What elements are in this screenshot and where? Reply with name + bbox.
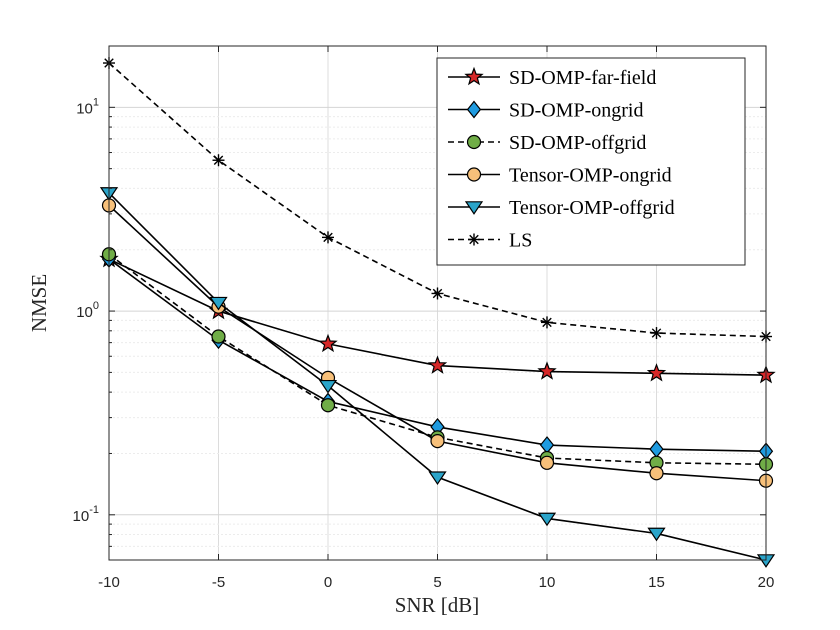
circle-marker	[430, 434, 445, 449]
asterisk-stroke	[542, 317, 552, 328]
asterisk-marker	[212, 154, 225, 167]
triangle-marker	[428, 471, 447, 486]
legend-label: SD-OMP-ongrid	[509, 100, 643, 122]
series-layer	[99, 57, 776, 568]
star-marker	[318, 333, 338, 353]
x-tick-label: 15	[648, 574, 665, 591]
star-marker	[646, 363, 667, 382]
x-tick-label: -5	[212, 574, 225, 591]
diamond-marker	[466, 100, 482, 119]
star-marker	[537, 361, 557, 380]
diamond-marker	[649, 440, 664, 459]
star-marker	[427, 355, 448, 374]
asterisk-marker	[322, 231, 334, 244]
series-ls	[103, 57, 772, 343]
triangle-marker	[209, 296, 228, 311]
legend-label: Tensor-OMP-offgrid	[509, 197, 675, 219]
circle-marker	[320, 398, 336, 413]
triangle-marker	[318, 379, 338, 394]
legend-label: Tensor-OMP-ongrid	[509, 165, 672, 187]
x-tick-label: -10	[98, 574, 120, 591]
circle-marker	[539, 455, 555, 470]
x-tick-label: 0	[324, 574, 332, 591]
triangle-marker	[537, 512, 557, 527]
legend-entry: SD-OMP-offgrid	[448, 132, 646, 154]
legend-entry: SD-OMP-far-field	[448, 66, 656, 89]
triangle-marker	[464, 201, 484, 215]
star-marker	[464, 66, 484, 86]
legend-entry: SD-OMP-ongrid	[448, 100, 643, 122]
asterisk-stroke	[432, 288, 443, 299]
y-tick-label: 101	[76, 96, 99, 117]
asterisk-marker	[650, 327, 663, 340]
asterisk-marker	[468, 233, 480, 246]
x-tick-label: 20	[758, 574, 775, 591]
y-tick-label: 100	[76, 300, 99, 321]
asterisk-stroke	[213, 155, 224, 165]
circle-marker	[466, 134, 482, 150]
x-tick-label: 5	[433, 574, 441, 591]
circle-marker	[466, 167, 482, 182]
legend-label: SD-OMP-far-field	[509, 67, 656, 89]
legend-entry: LS	[448, 230, 532, 252]
asterisk-stroke	[469, 234, 479, 245]
x-tick-label: 10	[539, 574, 556, 591]
asterisk-marker	[541, 316, 553, 329]
ticks: -10 -5 0 5 10 15 20 10-1 100 101	[73, 45, 775, 591]
circle-marker	[211, 329, 226, 344]
legend: SD-OMP-far-field SD-OMP-ongrid SD-OMP-offg…	[436, 57, 746, 266]
legend-entry: Tensor-OMP-ongrid	[448, 165, 672, 187]
asterisk-marker	[431, 287, 444, 300]
circle-marker	[649, 466, 664, 481]
legend-label: LS	[509, 230, 532, 252]
asterisk-stroke	[651, 328, 662, 338]
diamond-marker	[539, 436, 555, 454]
x-axis-title: SNR [dB]	[395, 593, 480, 617]
legend-box	[436, 57, 746, 266]
legend-entry: Tensor-OMP-offgrid	[448, 197, 675, 219]
y-tick-label: 10-1	[73, 504, 99, 525]
legend-label: SD-OMP-offgrid	[509, 132, 646, 154]
triangle-marker	[647, 527, 666, 542]
y-axis-title: NMSE	[27, 274, 51, 332]
asterisk-stroke	[323, 232, 333, 243]
